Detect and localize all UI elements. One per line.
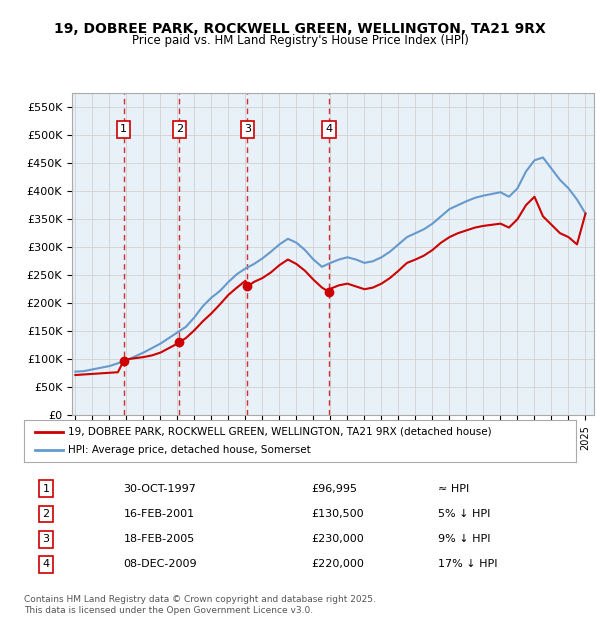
Text: 4: 4 bbox=[43, 559, 50, 569]
Text: 1: 1 bbox=[43, 484, 50, 494]
Text: 2: 2 bbox=[43, 509, 50, 519]
Text: 08-DEC-2009: 08-DEC-2009 bbox=[124, 559, 197, 569]
Text: 3: 3 bbox=[244, 125, 251, 135]
Text: 30-OCT-1997: 30-OCT-1997 bbox=[124, 484, 196, 494]
Text: 16-FEB-2001: 16-FEB-2001 bbox=[124, 509, 194, 519]
Text: 9% ↓ HPI: 9% ↓ HPI bbox=[438, 534, 491, 544]
Text: 4: 4 bbox=[326, 125, 332, 135]
Text: Price paid vs. HM Land Registry's House Price Index (HPI): Price paid vs. HM Land Registry's House … bbox=[131, 34, 469, 47]
Text: £220,000: £220,000 bbox=[311, 559, 364, 569]
Text: £130,500: £130,500 bbox=[311, 509, 364, 519]
Text: £96,995: £96,995 bbox=[311, 484, 357, 494]
Text: 18-FEB-2005: 18-FEB-2005 bbox=[124, 534, 194, 544]
Text: 5% ↓ HPI: 5% ↓ HPI bbox=[438, 509, 490, 519]
Text: £230,000: £230,000 bbox=[311, 534, 364, 544]
Text: 19, DOBREE PARK, ROCKWELL GREEN, WELLINGTON, TA21 9RX: 19, DOBREE PARK, ROCKWELL GREEN, WELLING… bbox=[54, 22, 546, 36]
Text: 2: 2 bbox=[176, 125, 183, 135]
Text: 1: 1 bbox=[120, 125, 127, 135]
Text: 17% ↓ HPI: 17% ↓ HPI bbox=[438, 559, 497, 569]
Text: HPI: Average price, detached house, Somerset: HPI: Average price, detached house, Some… bbox=[68, 445, 311, 455]
Text: Contains HM Land Registry data © Crown copyright and database right 2025.
This d: Contains HM Land Registry data © Crown c… bbox=[24, 595, 376, 614]
Text: 3: 3 bbox=[43, 534, 50, 544]
Text: 19, DOBREE PARK, ROCKWELL GREEN, WELLINGTON, TA21 9RX (detached house): 19, DOBREE PARK, ROCKWELL GREEN, WELLING… bbox=[68, 427, 492, 436]
Text: ≈ HPI: ≈ HPI bbox=[438, 484, 469, 494]
